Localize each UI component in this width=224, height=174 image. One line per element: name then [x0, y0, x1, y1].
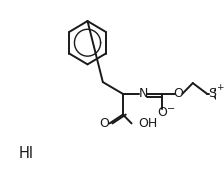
Text: S: S: [208, 87, 216, 100]
Text: −: −: [167, 104, 175, 114]
Text: O: O: [99, 117, 109, 130]
Text: +: +: [216, 82, 223, 92]
Text: O: O: [174, 87, 183, 100]
Text: O: O: [157, 106, 167, 119]
Text: N: N: [138, 87, 148, 100]
Text: HI: HI: [19, 146, 34, 161]
Text: OH: OH: [138, 117, 157, 130]
